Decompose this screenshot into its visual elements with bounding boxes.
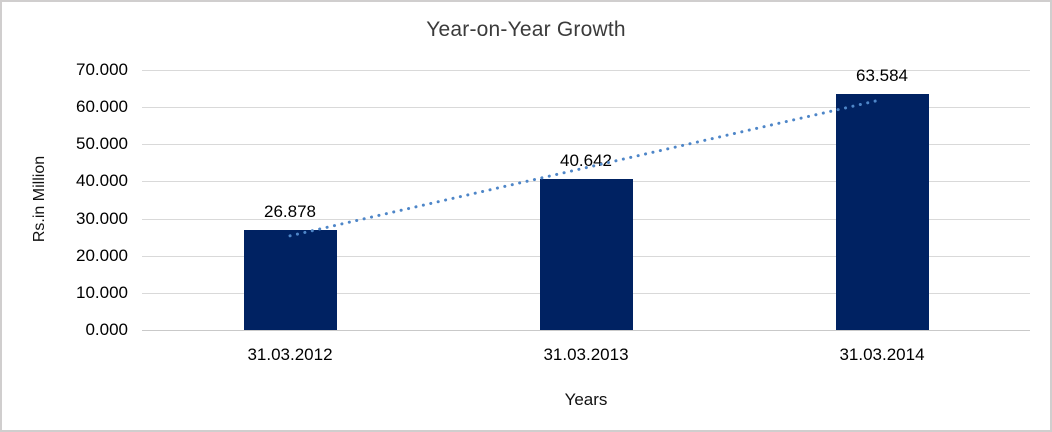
y-tick-label: 30.000 — [76, 208, 128, 228]
y-tick-label: 20.000 — [76, 245, 128, 265]
y-tick-label: 40.000 — [76, 171, 128, 191]
x-tick-label-31.03.2013: 31.03.2013 — [543, 345, 629, 364]
plot-area: 26.878 40.642 63.584 — [142, 66, 1030, 331]
bar-value-label: 26.878 — [264, 202, 316, 222]
y-axis-title: Rs.in Million — [31, 155, 48, 243]
bar-value-label: 40.642 — [560, 151, 612, 171]
gridline — [142, 70, 1030, 71]
chart-title: Year-on-Year Growth — [426, 18, 626, 41]
y-tick-label: 70.000 — [76, 60, 128, 79]
bar-31.03.2014 — [835, 93, 929, 330]
y-tick-label: 60.000 — [76, 97, 128, 117]
x-tick-label-31.03.2014: 31.03.2014 — [839, 345, 925, 364]
bar-value-label: 63.584 — [856, 65, 908, 85]
x-axis-line — [142, 330, 1030, 331]
x-axis-title: Years — [564, 390, 608, 409]
bar-31.03.2012 — [243, 230, 337, 330]
x-tick-label-31.03.2012: 31.03.2012 — [247, 345, 333, 364]
y-tick-label: 10.000 — [76, 282, 128, 302]
y-tick-label: 0.000 — [85, 320, 128, 339]
bar-31.03.2013 — [539, 179, 633, 330]
y-tick-label: 50.000 — [76, 134, 128, 154]
